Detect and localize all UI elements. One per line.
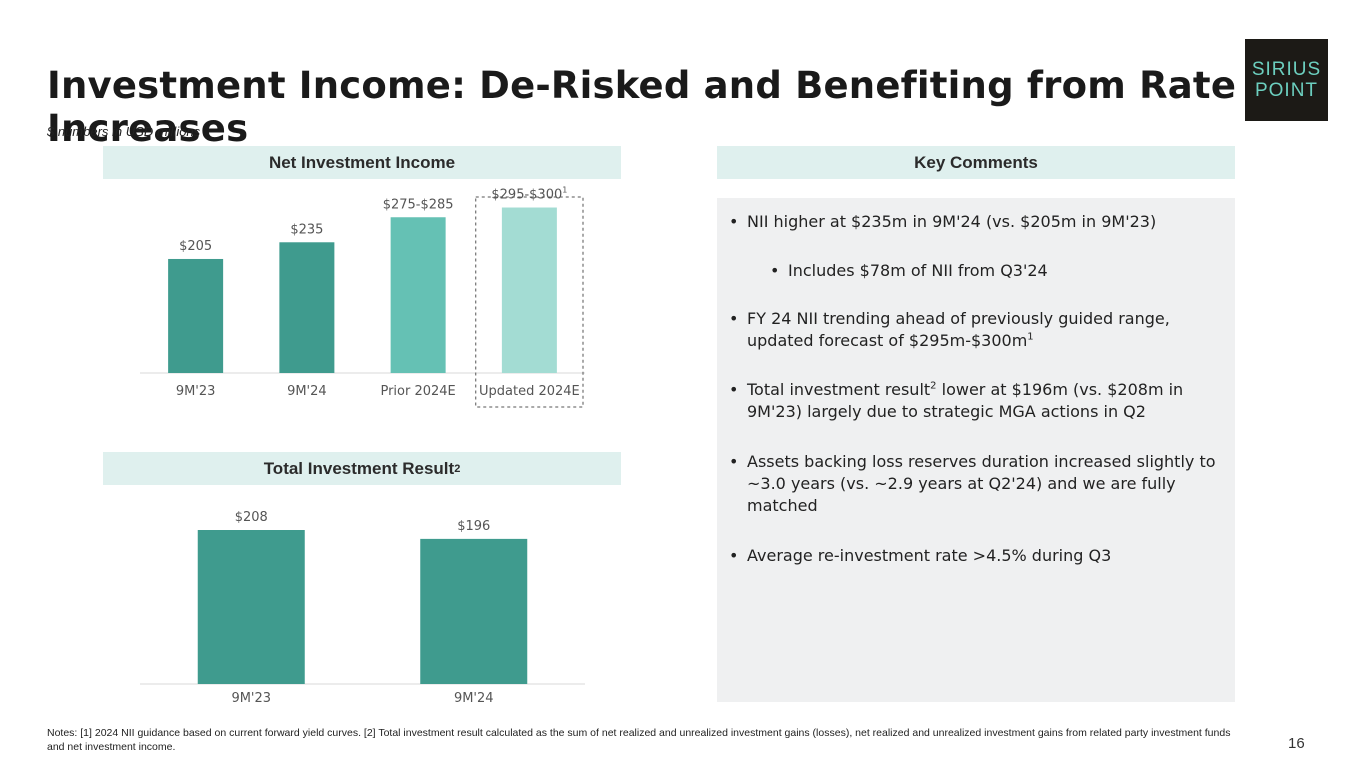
nii-category-label: 9M'23 [176,384,216,399]
logo-line-1: SIRIUS [1251,59,1322,80]
slide-title: Investment Income: De-Risked and Benefit… [47,64,1237,150]
nii-header: Net Investment Income [103,146,621,179]
page-number: 16 [1288,735,1305,752]
comment-footnote: 2 [930,380,937,392]
comment-text: FY 24 NII trending ahead of previously g… [747,309,1170,350]
nii-highlight-box [475,196,584,408]
comments-header: Key Comments [717,146,1235,179]
tir-category-label: 9M'23 [231,691,271,706]
comment-bullet: • Average re-investment rate >4.5% durin… [729,545,1217,567]
comment-bullet: • Assets backing loss reserves duration … [729,451,1225,517]
tir-header: Total Investment Result 2 [103,452,621,485]
sirius-point-logo: SIRIUS POINT [1245,39,1328,121]
comment-bullet: • FY 24 NII trending ahead of previously… [729,308,1217,352]
nii-category-label: Updated 2024E [479,384,580,399]
comment-bullet: • Total investment result2 lower at $196… [729,379,1217,423]
bullet-dot: • [770,261,780,280]
nii-bar [279,242,335,373]
tir-data-label: $208 [235,510,268,525]
comment-text: Assets backing loss reserves duration in… [747,452,1216,515]
nii-category-label: 9M'24 [287,384,327,399]
units-note: $ numbers in USD millions [47,124,201,139]
footnotes: Notes: [1] 2024 NII guidance based on cu… [47,727,1231,753]
tir-data-label: $196 [457,519,490,534]
bullet-dot: • [729,212,739,231]
nii-bar [501,207,557,373]
comment-text: NII higher at $235m in 9M'24 (vs. $205m … [747,212,1157,231]
nii-data-label: $205 [179,239,212,254]
tir-header-footnote: 2 [454,462,461,475]
bullet-dot: • [729,309,739,328]
nii-data-label: $275-$285 [383,197,454,212]
comment-bullet: • NII higher at $235m in 9M'24 (vs. $205… [729,211,1217,233]
nii-data-label: $235 [290,222,323,237]
comment-text: Average re-investment rate >4.5% during … [747,546,1112,565]
key-comments-panel [717,198,1235,702]
nii-category-label: Prior 2024E [380,384,455,399]
tir-category-label: 9M'24 [454,691,494,706]
comment-text: Total investment result [747,380,931,399]
bullet-dot: • [729,546,739,565]
comment-footnote: 1 [1027,331,1034,343]
tir-bar [420,538,528,684]
tir-header-label: Total Investment Result [263,458,455,478]
logo-line-2: POINT [1254,80,1319,101]
nii-bar [390,217,446,373]
comment-text-rest: lower at $196m (vs. $208m in 9M'23) larg… [747,380,1184,421]
comments-header-label: Key Comments [914,152,1038,172]
tir-bar [197,530,305,684]
nii-header-label: Net Investment Income [268,152,456,172]
bullet-dot: • [729,380,739,399]
comment-text: Includes $78m of NII from Q3'24 [788,261,1048,280]
bullet-dot: • [729,452,739,471]
nii-bar [168,258,224,373]
nii-data-label: $295-$3001 [491,186,567,203]
comment-sub-bullet: • Includes $78m of NII from Q3'24 [770,260,1218,282]
